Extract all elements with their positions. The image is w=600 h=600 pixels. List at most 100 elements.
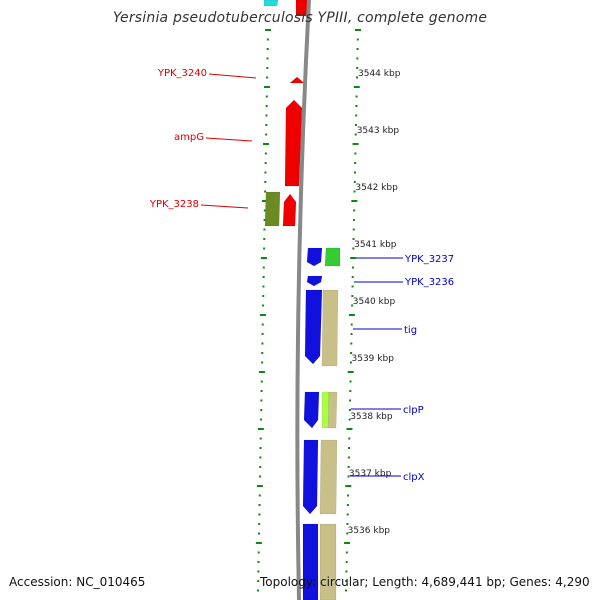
cog-ring-tick-right: [356, 67, 359, 69]
cog-ring-tick-left: [260, 399, 263, 402]
cog-ring-tick-right: [349, 380, 352, 383]
reverse-gene-label: YPK_3236: [404, 277, 454, 288]
cog-ring-tick-right: [354, 152, 357, 155]
cog-ring-tick-right: [350, 352, 353, 354]
genome-title: Yersinia pseudotuberculosis YPIII, compl…: [112, 10, 488, 26]
backbone-line: [295, 0, 311, 600]
cog-ring-tick-left: [260, 380, 263, 383]
cog-ring-tick-right: [353, 190, 356, 193]
cog-ring-tick-right: [345, 551, 348, 554]
cog-ring-tick-left: [262, 276, 265, 278]
cog-ring-tick-left: [258, 494, 261, 497]
cog-ring-tick-left: [257, 561, 260, 563]
cog-ring-tick-right: [356, 48, 359, 50]
forward-gene-leader: [205, 137, 253, 142]
cog-ring-tick-right: [352, 238, 355, 240]
cog-ring-tick-right: [347, 494, 350, 497]
cog-ring-tick-right: [351, 276, 354, 278]
cog-ring-tick-right: [355, 105, 358, 107]
cog-ring-tick-left: [264, 190, 267, 193]
cog-ring-tick-right: [346, 504, 349, 506]
cog-ring-tick-right: [355, 76, 358, 79]
cog-ring-tick-left: [261, 200, 268, 202]
cog-ring-tick-right: [351, 200, 358, 202]
reverse-cds-tig: [304, 289, 323, 365]
cog-ring-tick-right: [346, 532, 349, 535]
cog-ring-tick-right: [345, 570, 348, 573]
cog-ring-tick-left: [260, 390, 263, 392]
cog-ring-tick-right: [350, 342, 353, 345]
cog-ring-tick-right: [347, 456, 350, 459]
cog-ring-tick-right: [356, 38, 359, 41]
cog-ring-tick-right: [348, 437, 351, 440]
cog-ring-tick-left: [259, 456, 262, 459]
cog-block-clpx: [319, 439, 338, 515]
topology-text: Topology: circular; Length: 4,689,441 bp…: [260, 575, 590, 589]
cog-ring-tick-left: [262, 285, 265, 288]
reverse-cds-ypk-3237: [306, 247, 323, 267]
cog-ring-tick-right: [347, 475, 350, 478]
cog-ring-tick-left: [264, 171, 267, 174]
cog-ring-tick-right: [353, 181, 356, 183]
forward-cds-ypk-3240: [289, 76, 305, 84]
cog-ring-tick-left: [261, 361, 264, 364]
ruler-label: 3536 kbp: [348, 526, 391, 536]
ruler-label: 3540 kbp: [353, 297, 396, 307]
reverse-gene-label: YPK_3237: [404, 254, 454, 265]
cog-ring-tick-left: [266, 57, 269, 60]
forward-cds-ypk-3238: [282, 193, 297, 227]
reverse-gene-label: clpX: [403, 472, 425, 483]
ruler-label: 3538 kbp: [350, 412, 393, 422]
cog-block-ypk-3237: [324, 247, 341, 267]
cog-ring-tick-right: [346, 513, 349, 516]
cog-ring-tick-left: [263, 238, 266, 240]
cog-ring-tick-left: [260, 409, 263, 411]
cog-ring-tick-right: [348, 447, 351, 449]
cog-ring-tick-right: [351, 285, 354, 288]
cog-ring-tick-right: [352, 228, 355, 231]
kbp-ruler: 3544 kbp 3543 kbp 3542 kbp 3541 kbp 3540 kbp…: [348, 69, 401, 536]
cog-ring-tick-left: [258, 523, 261, 525]
cog-ring-tick-left: [265, 114, 268, 117]
cog-ring-tick-left: [258, 532, 261, 535]
cog-ring-tick-right: [353, 209, 356, 212]
cog-ring-tick-right: [349, 361, 352, 364]
cog-ring-tick-right: [346, 428, 353, 430]
cog-ring-tick-left: [266, 76, 269, 79]
cog-ring-tick-right: [355, 95, 358, 98]
cog-ring-tick-left: [259, 437, 262, 440]
cog-ring-tick-right: [353, 171, 356, 174]
cog-ring-tick-left: [264, 162, 267, 164]
cog-ring-tick-left: [263, 209, 266, 212]
cog-ring-tick-left: [261, 352, 264, 354]
cog-ring-tick-right: [354, 124, 357, 126]
forward-cds-ampg: [284, 99, 303, 187]
cog-ring-tick-right: [345, 580, 348, 582]
cog-block-clpp-tan: [327, 391, 338, 429]
cog-ring-tick-right: [349, 399, 352, 402]
cog-ring-tick-right: [350, 257, 357, 259]
reverse-cds-clpp: [303, 391, 320, 429]
ruler-label: 3541 kbp: [354, 240, 397, 250]
reverse-cds-clpx: [302, 439, 319, 515]
cog-ring-tick-left: [261, 323, 264, 326]
cog-ring-tick-right: [348, 418, 351, 421]
ruler-label: 3537 kbp: [349, 469, 392, 479]
cog-ring-tick-right: [346, 523, 349, 525]
cog-block-ypk-3238: [264, 191, 281, 227]
cog-ring-tick-right: [345, 561, 348, 563]
accession-text: Accession: NC_010465: [9, 575, 146, 589]
cog-ring-tick-left: [259, 466, 262, 468]
cog-block-bottom: [319, 523, 337, 600]
cog-ring-tick-left: [265, 95, 268, 98]
ruler-label: 3539 kbp: [352, 354, 395, 364]
cog-ring-tick-right: [354, 162, 357, 164]
ruler-label: 3542 kbp: [355, 183, 398, 193]
cog-ring-tick-left: [262, 143, 269, 145]
cog-ring-tick-right: [355, 114, 358, 117]
cog-ring-tick-right: [348, 314, 355, 316]
cog-ring-tick-left: [264, 181, 267, 183]
cog-ring-tick-left: [255, 542, 262, 544]
